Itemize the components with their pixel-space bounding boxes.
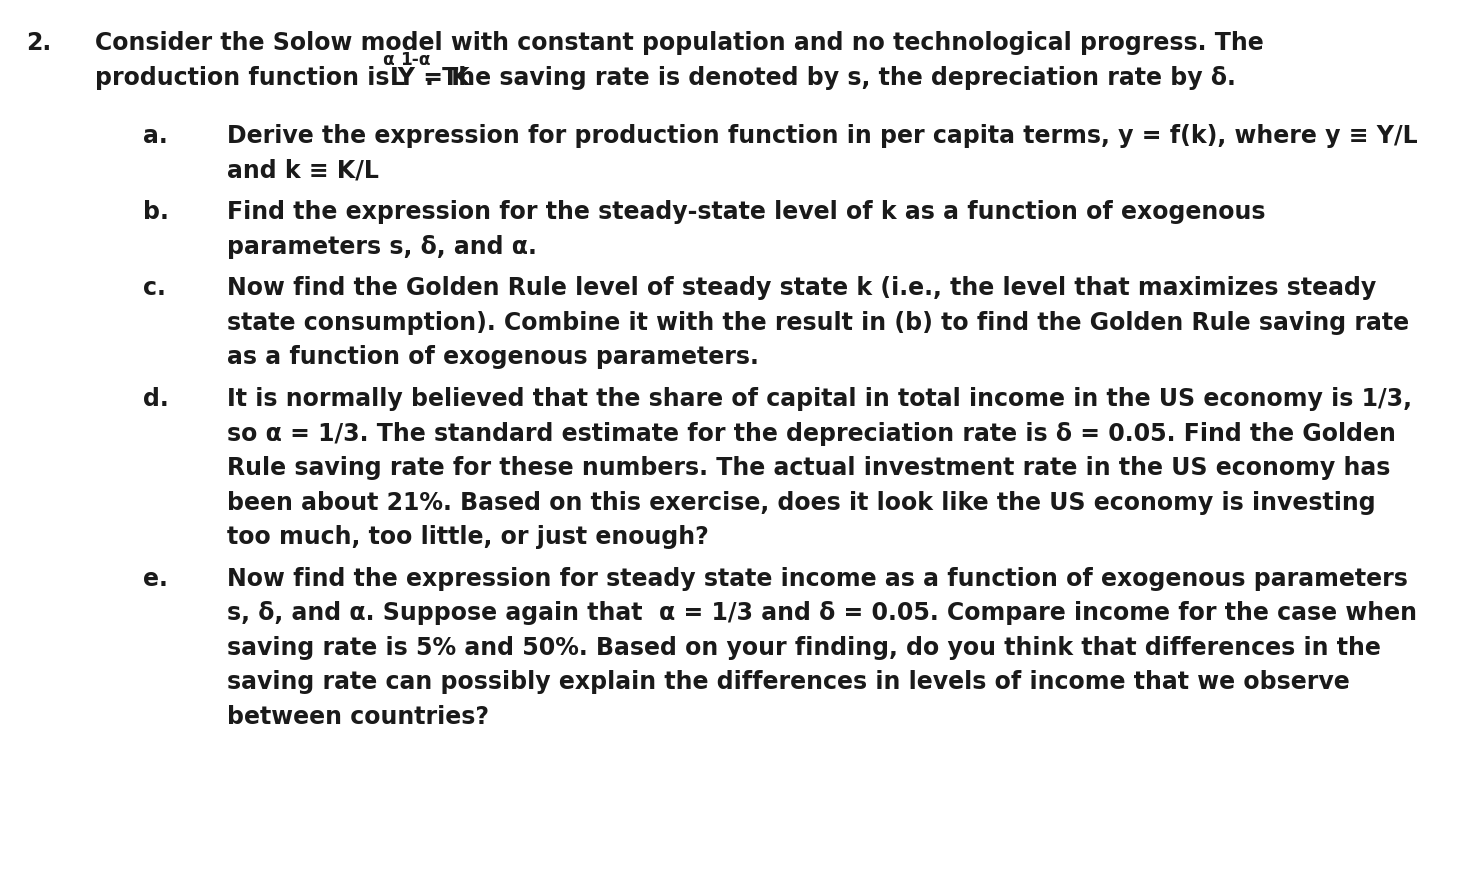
- Text: as a function of exogenous parameters.: as a function of exogenous parameters.: [227, 345, 759, 369]
- Text: L: L: [390, 65, 405, 90]
- Text: a.: a.: [143, 125, 168, 148]
- Text: e.: e.: [143, 566, 168, 590]
- Text: Now find the Golden Rule level of steady state k (i.e., the level that maximizes: Now find the Golden Rule level of steady…: [227, 276, 1376, 300]
- Text: Derive the expression for production function in per capita terms, y = f(k), whe: Derive the expression for production fun…: [227, 125, 1417, 148]
- Text: s, δ, and α. Suppose again that  α = 1/3 and δ = 0.05. Compare income for the ca: s, δ, and α. Suppose again that α = 1/3 …: [227, 601, 1417, 625]
- Text: Now find the expression for steady state income as a function of exogenous param: Now find the expression for steady state…: [227, 566, 1408, 590]
- Text: 2.: 2.: [26, 31, 51, 56]
- Text: 1-α: 1-α: [401, 51, 431, 69]
- Text: saving rate is 5% and 50%. Based on your finding, do you think that differences : saving rate is 5% and 50%. Based on your…: [227, 635, 1380, 659]
- Text: It is normally believed that the share of capital in total income in the US econ: It is normally believed that the share o…: [227, 387, 1412, 411]
- Text: between countries?: between countries?: [227, 704, 488, 728]
- Text: production function is Y = K: production function is Y = K: [95, 65, 469, 90]
- Text: been about 21%. Based on this exercise, does it look like the US economy is inve: been about 21%. Based on this exercise, …: [227, 490, 1376, 514]
- Text: so α = 1/3. The standard estimate for the depreciation rate is δ = 0.05. Find th: so α = 1/3. The standard estimate for th…: [227, 421, 1396, 445]
- Text: α: α: [382, 51, 393, 69]
- Text: and k ≡ K/L: and k ≡ K/L: [227, 159, 379, 183]
- Text: b.: b.: [143, 201, 170, 224]
- Text: Rule saving rate for these numbers. The actual investment rate in the US economy: Rule saving rate for these numbers. The …: [227, 456, 1390, 480]
- Text: . The saving rate is denoted by s, the depreciation rate by δ.: . The saving rate is denoted by s, the d…: [425, 65, 1235, 90]
- Text: state consumption). Combine it with the result in (b) to find the Golden Rule sa: state consumption). Combine it with the …: [227, 311, 1409, 335]
- Text: parameters s, δ, and α.: parameters s, δ, and α.: [227, 235, 537, 259]
- Text: saving rate can possibly explain the differences in levels of income that we obs: saving rate can possibly explain the dif…: [227, 670, 1349, 694]
- Text: too much, too little, or just enough?: too much, too little, or just enough?: [227, 525, 709, 549]
- Text: Find the expression for the steady-state level of k as a function of exogenous: Find the expression for the steady-state…: [227, 201, 1265, 224]
- Text: d.: d.: [143, 387, 170, 411]
- Text: Consider the Solow model with constant population and no technological progress.: Consider the Solow model with constant p…: [95, 31, 1263, 56]
- Text: c.: c.: [143, 276, 167, 300]
